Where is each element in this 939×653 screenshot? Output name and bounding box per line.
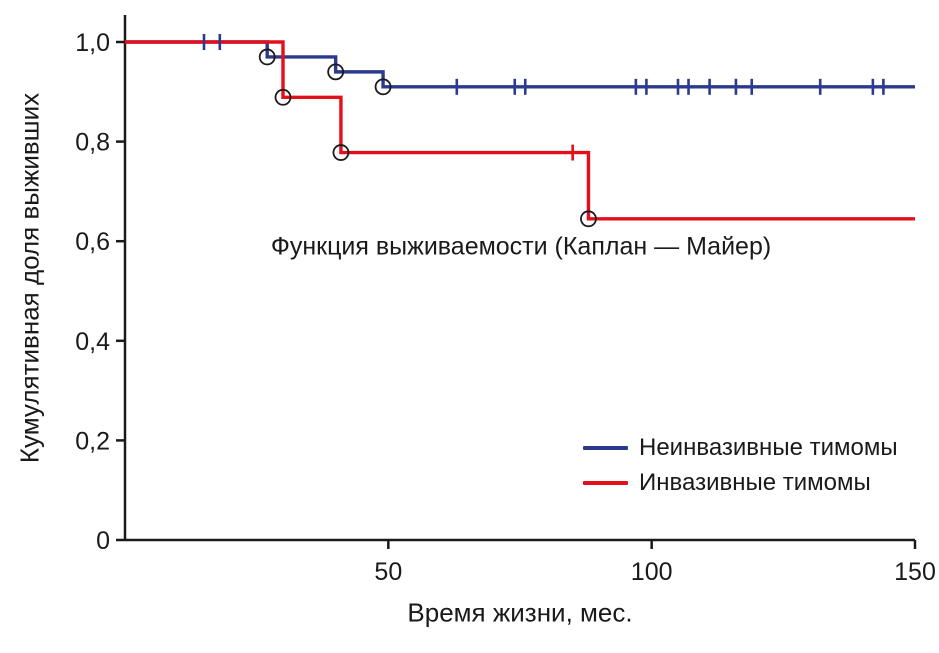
legend-label-invasive: Инвазивные тимомы	[639, 469, 871, 496]
legend-swatch-noninvasive	[583, 446, 628, 450]
y-tick-label: 0	[96, 527, 110, 555]
legend-label-noninvasive: Неинвазивные тимомы	[639, 434, 898, 461]
y-tick-label: 0,2	[75, 427, 110, 455]
event-marker-series-1	[332, 144, 350, 161]
y-tick-label: 0,4	[75, 328, 110, 356]
legend-item-invasive: Инвазивные тимомы	[583, 469, 898, 496]
chart-title: Функция выживаемости (Каплан — Майер)	[270, 232, 772, 261]
x-axis-title: Время жизни, мес.	[407, 597, 633, 628]
event-marker-series-0	[327, 63, 345, 81]
legend: Неинвазивные тимомы Инвазивные тимомы	[583, 434, 898, 496]
event-marker-series-0	[258, 48, 276, 66]
y-axis-title: Кумулятивная доля выживших	[14, 92, 45, 464]
event-marker-series-1	[580, 210, 597, 228]
x-tick-label: 50	[374, 558, 402, 586]
series-line-1	[125, 40, 915, 221]
legend-swatch-invasive	[583, 481, 628, 485]
event-marker-series-1	[274, 88, 292, 106]
y-tick-label: 0,6	[75, 228, 110, 256]
series-line-0	[125, 40, 915, 89]
x-tick-label: 100	[631, 558, 673, 586]
x-tick-label: 150	[894, 558, 936, 586]
legend-item-noninvasive: Неинвазивные тимомы	[583, 434, 898, 461]
event-marker-series-0	[374, 78, 392, 96]
y-tick-label: 0,8	[75, 129, 110, 157]
y-tick-label: 1,0	[75, 29, 110, 57]
